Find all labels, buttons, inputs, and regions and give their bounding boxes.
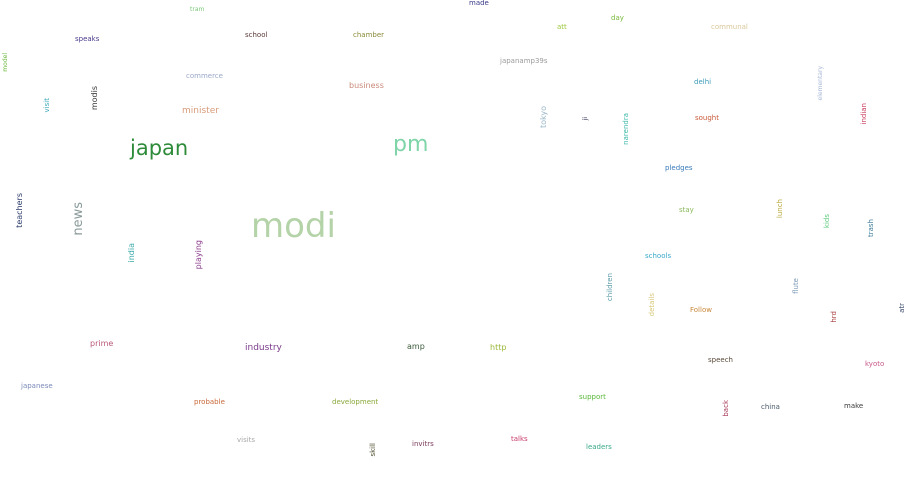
word-day: day — [611, 14, 624, 22]
word-back: back — [722, 400, 730, 417]
word-trash: trash — [867, 219, 875, 237]
word-prime: prime — [90, 339, 114, 348]
word-atr: atr — [898, 303, 906, 313]
word-skill: skill — [369, 443, 377, 457]
word-chamber: chamber — [353, 31, 385, 39]
word-business: business — [349, 81, 384, 90]
word-commerce: commerce — [186, 72, 223, 80]
word-japanamp39s: japanamp39s — [500, 57, 548, 65]
word-make: make — [844, 402, 864, 410]
word-speech: speech — [708, 356, 733, 364]
word-japanese: japanese — [21, 382, 53, 390]
word-industry: industry — [245, 343, 282, 353]
word-china: china — [761, 403, 780, 411]
word-ji: ji — [582, 117, 589, 121]
word-tokyo: tokyo — [539, 106, 548, 129]
word-school: school — [245, 31, 268, 39]
word-lunch: lunch — [776, 199, 784, 219]
word-children: children — [606, 273, 614, 302]
word-talks: talks — [511, 435, 528, 443]
word-details: details — [648, 293, 656, 317]
word-kids: kids — [823, 214, 831, 229]
word-playing: playing — [194, 240, 203, 270]
word-narendra: narendra — [622, 113, 630, 145]
word-schools: schools — [645, 252, 672, 260]
word-follow: Follow — [690, 306, 712, 314]
word-visit: visit — [43, 98, 51, 113]
word-leaders: leaders — [586, 443, 612, 451]
word-modi: modi — [251, 206, 336, 246]
word-india: india — [127, 243, 136, 263]
word-communal: communal — [711, 23, 748, 31]
word-stay: stay — [679, 206, 694, 214]
word-delhi: delhi — [694, 78, 712, 86]
word-flute: flute — [792, 278, 800, 294]
word-news: news — [71, 202, 86, 236]
word-sought: sought — [695, 114, 719, 122]
word-att: att — [557, 23, 567, 31]
word-kyoto: kyoto — [865, 360, 885, 368]
word-teachers: teachers — [15, 193, 24, 228]
word-indian: indian — [860, 103, 868, 125]
word-amp: amp — [407, 342, 425, 351]
word-tram: tram — [190, 6, 205, 13]
word-modis: modis — [90, 86, 99, 111]
word-probable: probable — [194, 398, 225, 406]
word-visits: visits — [237, 436, 256, 444]
word-pledges: pledges — [665, 164, 693, 172]
word-invitrs: invitrs — [412, 440, 434, 448]
word-speaks: speaks — [75, 35, 100, 43]
word-elementary: elementary — [817, 66, 824, 101]
word-support: support — [579, 393, 606, 401]
word-japan: japan — [130, 136, 189, 160]
word-made: made — [469, 0, 489, 7]
word-http: http — [490, 343, 507, 352]
word-model: model — [2, 53, 9, 72]
word-hrd: hrd — [830, 311, 838, 323]
word-minister: minister — [182, 106, 219, 116]
word-development: development — [332, 398, 379, 406]
word-pm: pm — [393, 132, 429, 157]
